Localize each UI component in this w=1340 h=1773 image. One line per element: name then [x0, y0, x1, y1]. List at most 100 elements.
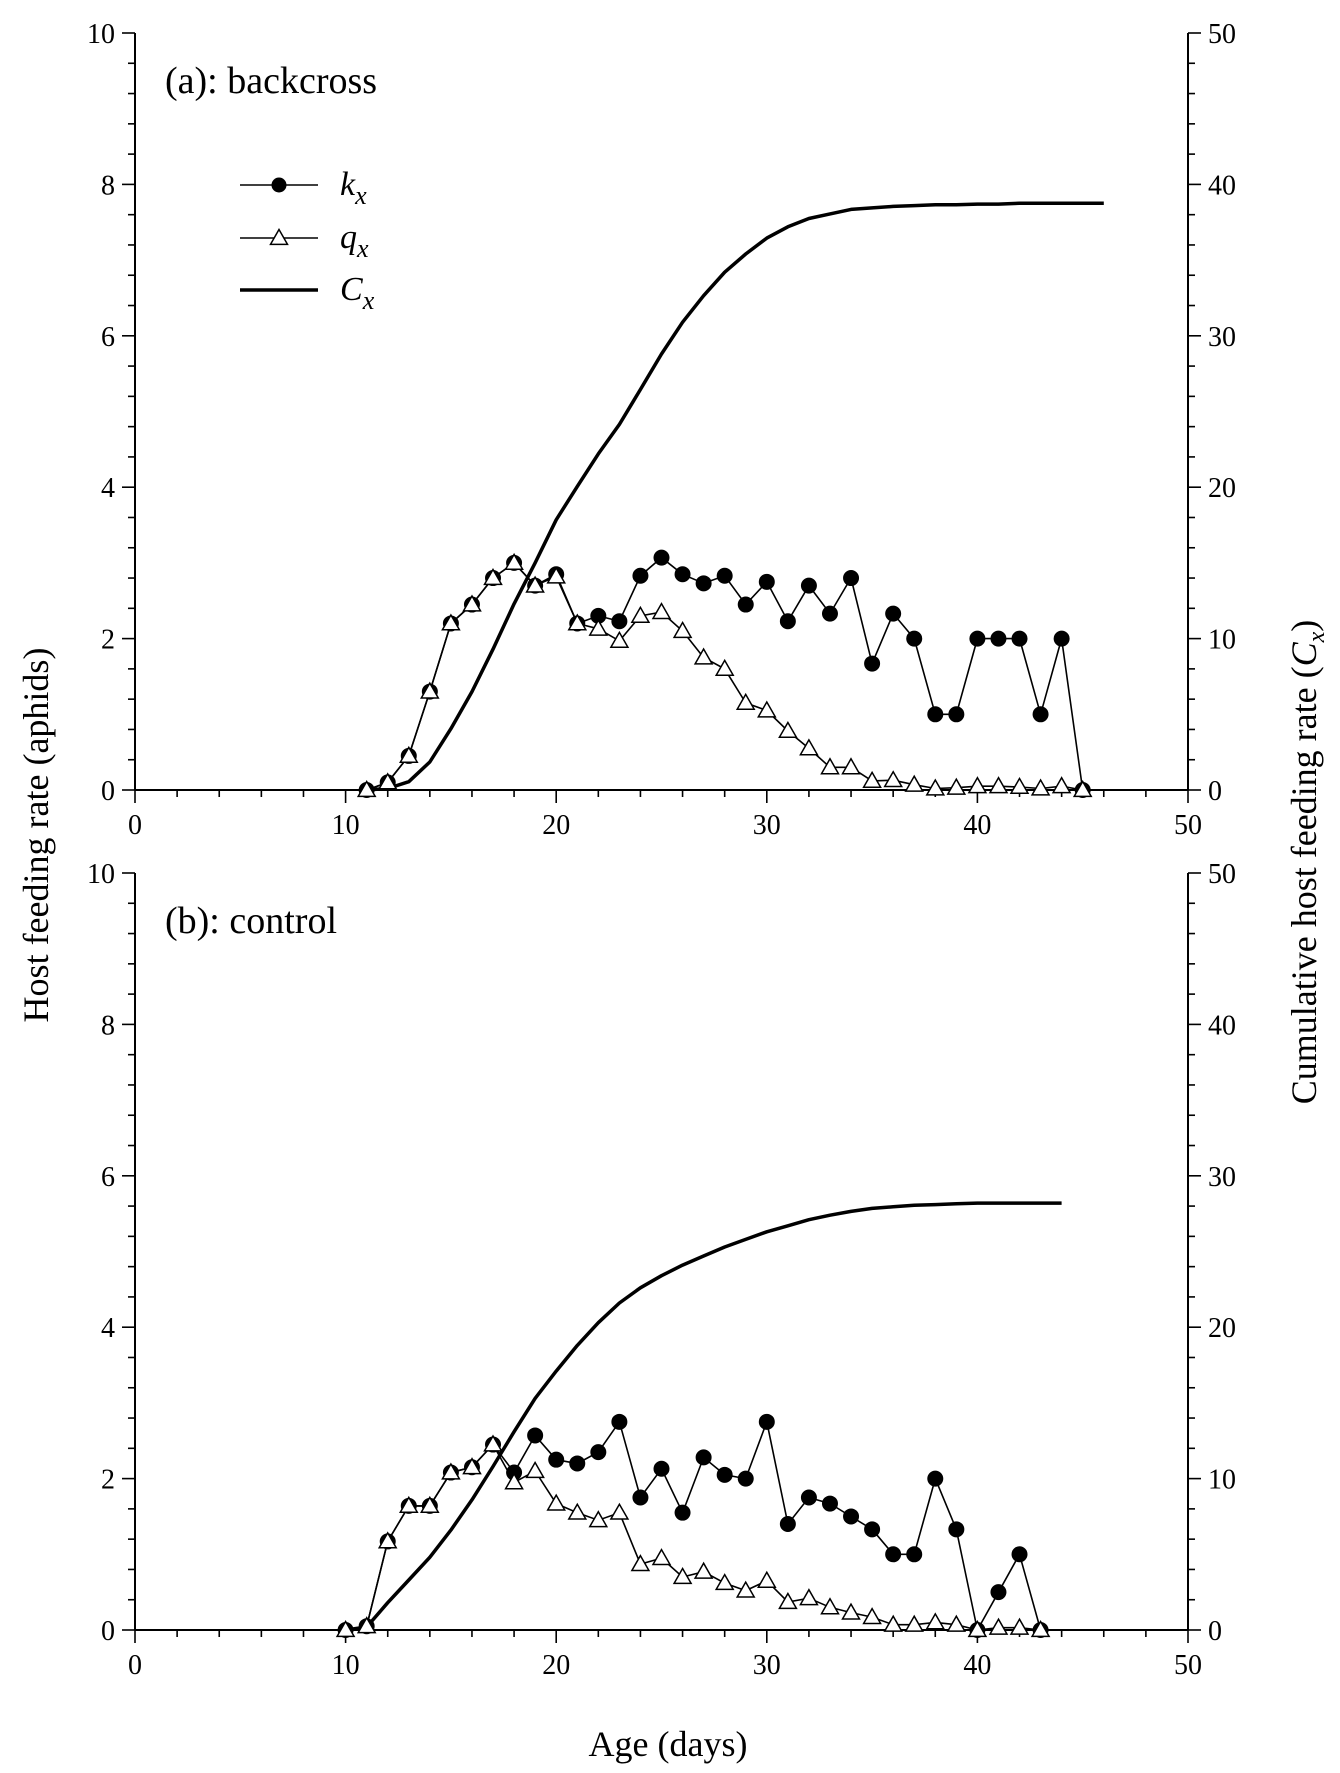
y-axis-right-title-close: )	[1284, 620, 1324, 632]
kx-point	[885, 1546, 902, 1563]
y-left-tick-label: 10	[87, 19, 115, 50]
qx-point	[1051, 776, 1072, 794]
y-left-tick-label: 4	[101, 1313, 115, 1344]
kx-point	[632, 567, 649, 584]
kx-point	[674, 1504, 691, 1521]
kx-point	[969, 630, 986, 647]
qx-point	[420, 681, 440, 699]
kx-point	[800, 577, 817, 594]
kx-point	[1032, 706, 1049, 723]
y-right-tick-label: 0	[1208, 1616, 1222, 1647]
qx-point	[399, 745, 419, 764]
qx-point	[967, 776, 988, 794]
qx-point	[714, 1573, 735, 1591]
y-left-tick-label: 0	[101, 776, 115, 807]
qx-point	[883, 770, 903, 788]
qx-point	[946, 777, 967, 795]
qx-point	[1072, 779, 1093, 798]
qx-point	[778, 720, 798, 739]
qx-point	[504, 552, 524, 571]
series-line-cx	[366, 201, 1104, 792]
qx-point	[1030, 778, 1051, 796]
kx-point	[611, 1413, 628, 1430]
y-right-tick-label: 20	[1208, 473, 1236, 504]
qx-point	[946, 1614, 967, 1632]
kx-point	[885, 605, 902, 622]
x-tick-label: 40	[963, 1650, 991, 1681]
qx-point	[504, 1472, 524, 1490]
qx-point	[335, 1619, 356, 1638]
legend-label: Cx	[340, 271, 375, 315]
kx-point	[695, 575, 712, 592]
kx-point	[948, 706, 965, 723]
qx-point	[988, 776, 1009, 794]
qx-point	[546, 566, 566, 584]
qx-point	[672, 1566, 693, 1585]
qx-point	[925, 778, 946, 796]
kx-point	[843, 570, 860, 587]
kx-point	[611, 613, 628, 630]
qx-point	[525, 1460, 545, 1479]
qx-point	[967, 1619, 988, 1638]
qx-point	[609, 1502, 630, 1520]
x-axis-title: Age (days)	[589, 1724, 748, 1764]
legend-label-sub: x	[356, 234, 369, 263]
qx-point	[904, 1614, 924, 1632]
qx-point	[651, 1548, 672, 1566]
y-left-tick-label: 10	[87, 859, 115, 890]
qx-point	[377, 1531, 398, 1549]
qx-point	[799, 1588, 819, 1606]
legend-label-sub: x	[362, 286, 375, 315]
kx-point	[590, 1444, 607, 1461]
qx-point	[356, 1616, 377, 1634]
qx-point	[462, 594, 482, 612]
legend-label-sub: x	[354, 181, 367, 210]
kx-point	[948, 1521, 965, 1538]
qx-point	[1009, 1617, 1030, 1635]
kx-point	[548, 1451, 565, 1468]
kx-point	[653, 549, 670, 566]
legend-label: kx	[340, 166, 367, 210]
x-tick-label: 50	[1174, 810, 1202, 841]
qx-point	[672, 620, 693, 639]
y-axis-right-title-symbol: C	[1284, 641, 1324, 666]
qx-point	[609, 630, 630, 648]
legend-marker-kx	[271, 177, 287, 193]
qx-point	[567, 613, 588, 631]
x-tick-label: 30	[753, 1650, 781, 1681]
kx-point	[758, 1413, 775, 1430]
x-tick-label: 20	[542, 810, 570, 841]
y-right-tick-label: 50	[1208, 19, 1236, 50]
y-right-tick-label: 0	[1208, 776, 1222, 807]
y-left-tick-label: 2	[101, 1465, 115, 1496]
legend-label-symbol: k	[340, 166, 356, 203]
kx-point	[864, 655, 881, 672]
x-tick-label: 0	[128, 810, 142, 841]
qx-point	[1030, 1619, 1051, 1638]
y-left-tick-label: 8	[101, 1010, 115, 1041]
x-tick-label: 50	[1174, 1650, 1202, 1681]
qx-point	[483, 1434, 503, 1452]
legend-label: qx	[340, 219, 369, 263]
kx-point	[569, 1455, 586, 1472]
y-left-tick-label: 6	[101, 1162, 115, 1193]
qx-point	[883, 1614, 903, 1632]
kx-point	[758, 573, 775, 590]
kx-point	[1011, 630, 1028, 647]
panel-title: (a): backcross	[165, 60, 377, 102]
qx-point	[567, 1502, 588, 1520]
qx-point	[651, 602, 672, 620]
qx-point	[820, 1597, 840, 1615]
qx-point	[862, 770, 882, 789]
qx-point	[588, 1510, 609, 1528]
panel-title: (b): control	[165, 900, 337, 942]
legend-marker-qx	[269, 227, 289, 246]
kx-point	[716, 1466, 733, 1483]
qx-point	[630, 605, 651, 624]
y-right-tick-label: 10	[1208, 1465, 1236, 1496]
series-line-kx	[345, 1418, 1042, 1633]
